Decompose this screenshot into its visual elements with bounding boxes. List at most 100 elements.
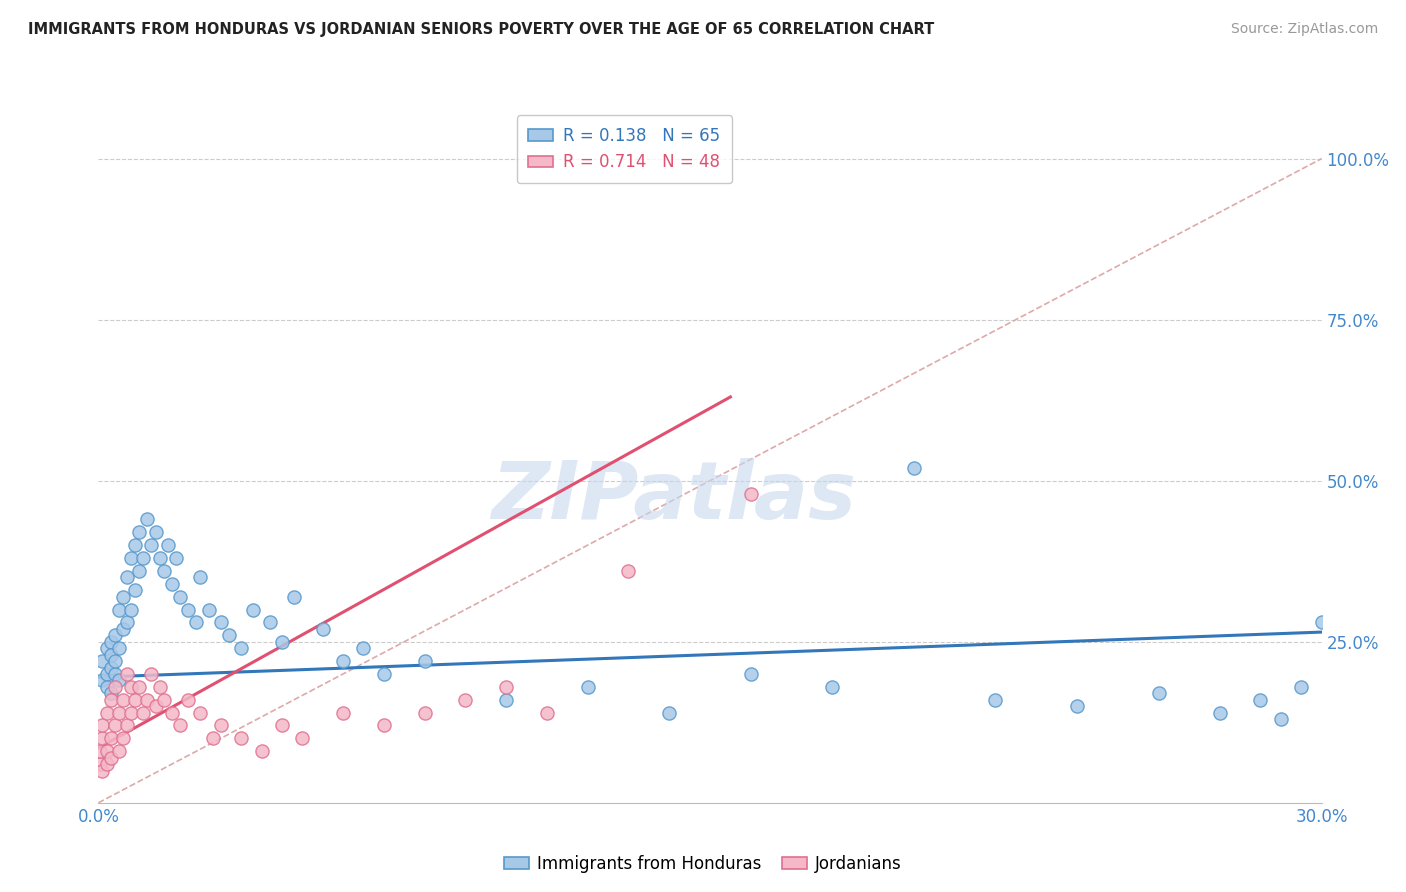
Point <box>108 673 131 688</box>
Point <box>100 686 122 700</box>
Point <box>96 667 118 681</box>
Point <box>115 667 138 681</box>
Point <box>984 692 1007 706</box>
Point <box>100 692 122 706</box>
Point <box>1066 699 1088 714</box>
Point <box>1249 692 1271 706</box>
Point <box>152 692 174 706</box>
Point <box>495 680 517 694</box>
Point <box>108 706 131 720</box>
Point <box>177 602 200 616</box>
Point <box>100 731 122 746</box>
Point <box>115 718 138 732</box>
Point <box>100 634 122 648</box>
Point <box>96 680 118 694</box>
Point <box>104 718 127 732</box>
Point <box>145 525 167 540</box>
Point <box>120 602 142 616</box>
Point <box>156 538 179 552</box>
Point <box>1209 706 1232 720</box>
Point <box>91 718 114 732</box>
Point <box>197 602 219 616</box>
Point <box>128 564 150 578</box>
Point <box>120 706 142 720</box>
Point <box>373 667 395 681</box>
Point <box>111 590 134 604</box>
Point <box>413 654 436 668</box>
Point <box>332 706 354 720</box>
Point <box>91 673 114 688</box>
Point <box>291 731 314 746</box>
Point <box>124 583 146 598</box>
Point <box>141 538 163 552</box>
Point <box>536 706 558 720</box>
Point <box>231 641 253 656</box>
Point <box>96 744 118 758</box>
Point <box>250 744 273 758</box>
Point <box>96 706 118 720</box>
Point <box>149 551 172 566</box>
Point <box>373 718 395 732</box>
Point <box>111 622 134 636</box>
Point <box>115 615 138 630</box>
Point <box>188 706 212 720</box>
Point <box>104 667 127 681</box>
Point <box>100 648 122 662</box>
Point <box>100 750 122 764</box>
Point <box>1270 712 1292 726</box>
Text: Source: ZipAtlas.com: Source: ZipAtlas.com <box>1230 22 1378 37</box>
Point <box>617 564 640 578</box>
Point <box>821 680 844 694</box>
Point <box>128 680 150 694</box>
Point <box>495 692 517 706</box>
Point <box>89 757 111 772</box>
Point <box>124 538 146 552</box>
Point <box>141 667 163 681</box>
Point <box>201 731 224 746</box>
Point <box>104 654 127 668</box>
Point <box>283 590 305 604</box>
Point <box>332 654 354 668</box>
Point <box>1310 615 1333 630</box>
Point <box>177 692 200 706</box>
Point <box>89 744 111 758</box>
Point <box>169 590 191 604</box>
Point <box>132 706 155 720</box>
Point <box>100 660 122 674</box>
Point <box>270 718 294 732</box>
Legend: R = 0.138   N = 65, R = 0.714   N = 48: R = 0.138 N = 65, R = 0.714 N = 48 <box>516 115 733 183</box>
Point <box>149 680 172 694</box>
Point <box>186 615 208 630</box>
Point <box>165 551 187 566</box>
Point <box>1147 686 1170 700</box>
Point <box>188 570 212 584</box>
Point <box>124 692 146 706</box>
Point <box>740 667 762 681</box>
Point <box>218 628 240 642</box>
Point <box>903 460 925 475</box>
Point <box>132 551 155 566</box>
Point <box>259 615 281 630</box>
Point <box>111 692 134 706</box>
Point <box>658 706 681 720</box>
Point <box>242 602 264 616</box>
Point <box>1291 680 1313 694</box>
Point <box>128 525 150 540</box>
Legend: Immigrants from Honduras, Jordanians: Immigrants from Honduras, Jordanians <box>498 848 908 880</box>
Point <box>352 641 374 656</box>
Point <box>576 680 599 694</box>
Point <box>108 641 131 656</box>
Point <box>91 654 114 668</box>
Point <box>120 551 142 566</box>
Text: ZIPatlas: ZIPatlas <box>491 458 856 536</box>
Point <box>111 731 134 746</box>
Point <box>160 706 183 720</box>
Point <box>413 706 436 720</box>
Point <box>231 731 253 746</box>
Point <box>96 757 118 772</box>
Point <box>108 602 131 616</box>
Point <box>209 718 232 732</box>
Point <box>270 634 294 648</box>
Point <box>91 731 114 746</box>
Point <box>108 744 131 758</box>
